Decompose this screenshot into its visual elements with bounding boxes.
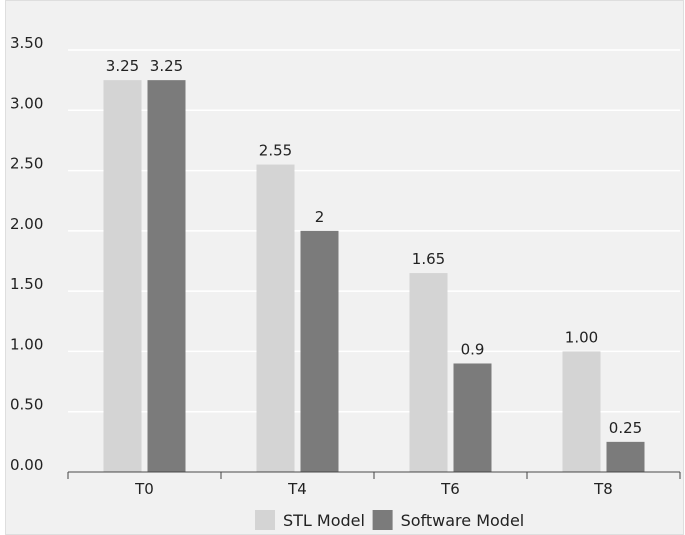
legend-swatch <box>255 510 275 530</box>
bar <box>409 273 448 472</box>
data-label: 2 <box>315 208 325 226</box>
data-labels: 3.25 3.25 2.55 2 1.65 0.9 1.00 0.25 <box>106 57 642 437</box>
data-label: 1.00 <box>565 328 598 346</box>
y-tick-label: 0.00 <box>10 456 43 474</box>
legend-swatch <box>372 510 393 530</box>
y-tick-label: 3.00 <box>10 94 43 112</box>
bar <box>606 441 645 472</box>
bar <box>562 351 601 472</box>
legend-label: STL Model <box>283 511 365 530</box>
x-tick-label: T6 <box>440 480 460 498</box>
x-tick-label: T8 <box>593 480 613 498</box>
x-axis: 0.00 0.50 1.00 1.50 2.00 2.50 3.00 3.50 T0 T4 T6 T8 <box>10 34 681 498</box>
bar <box>453 363 492 472</box>
bar <box>256 164 295 473</box>
y-tick-label: 0.50 <box>10 396 43 414</box>
data-label: 2.55 <box>259 142 292 160</box>
data-label: 0.9 <box>461 340 485 358</box>
y-tick-label: 2.50 <box>10 155 43 173</box>
legend-label: Software Model <box>401 511 525 530</box>
bars <box>103 80 645 473</box>
bar <box>147 80 186 473</box>
legend: STL Model Software Model <box>255 510 524 530</box>
y-tick-label: 1.00 <box>10 335 43 353</box>
x-tick-label: T0 <box>134 480 154 498</box>
data-label: 3.25 <box>106 57 139 75</box>
data-label: 1.65 <box>412 250 445 268</box>
y-tick-label: 1.50 <box>10 275 43 293</box>
y-tick-label: 2.00 <box>10 215 43 233</box>
bar <box>103 80 142 473</box>
y-tick-label: 3.50 <box>10 34 43 52</box>
bar <box>300 230 339 472</box>
x-tick-label: T4 <box>287 480 307 498</box>
data-label: 0.25 <box>609 419 642 437</box>
data-label: 3.25 <box>150 57 183 75</box>
